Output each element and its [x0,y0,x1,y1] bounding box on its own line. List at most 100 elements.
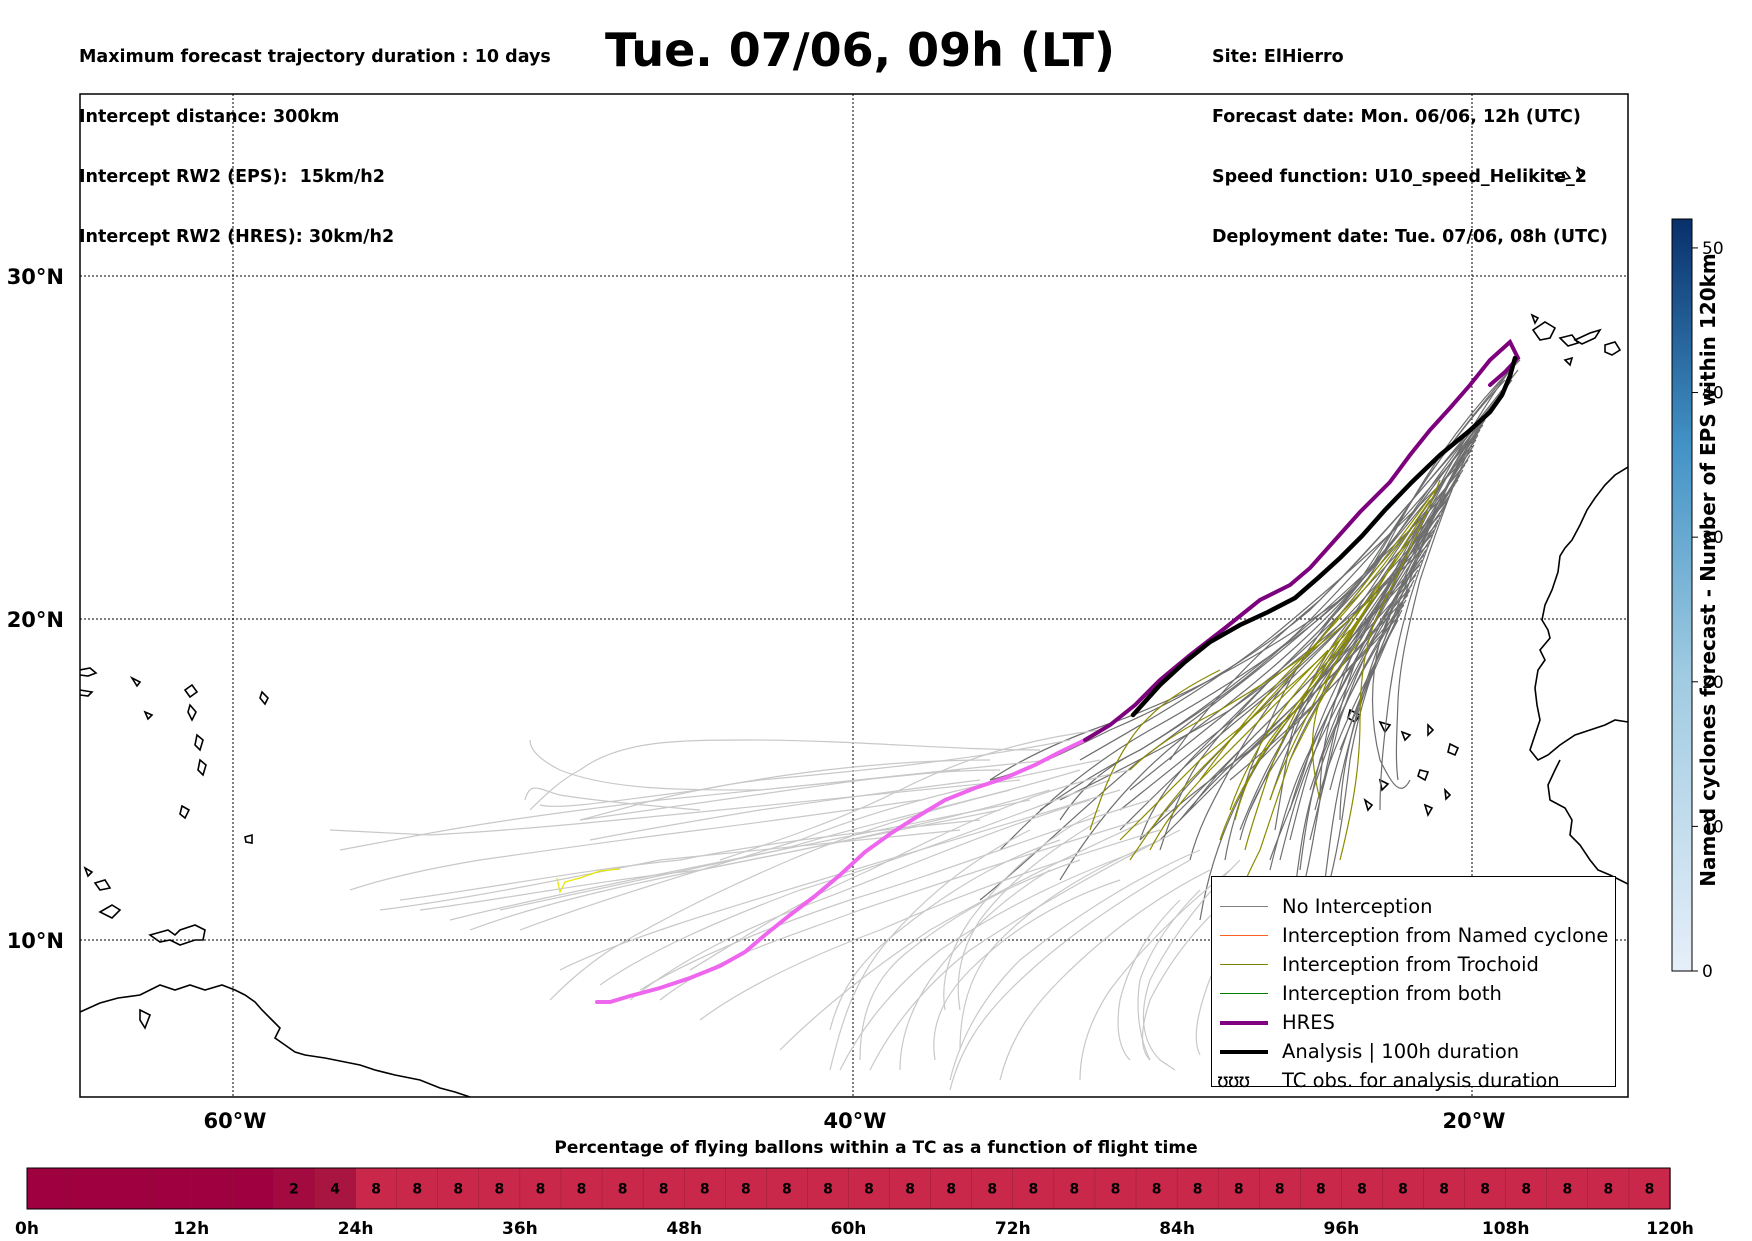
time-bar-cell-label: 8 [1070,1182,1080,1198]
lat-axis-labels: 30°N 20°N 10°N [7,265,64,953]
legend-swatch [1220,964,1268,965]
time-bar-cell-label: 8 [1521,1182,1531,1198]
legend: No Interception Interception from Named … [1211,876,1616,1092]
time-bar-title: Percentage of flying ballons within a TC… [554,1138,1198,1158]
colorbar-tick-label: 40 [1702,384,1724,404]
info-left-line-1: Maximum forecast trajectory duration : 1… [79,47,551,67]
time-bar-cell-label: 8 [412,1182,422,1198]
time-bar-tick-label: 0h [15,1219,39,1239]
legend-item-both: Interception from both [1212,979,1502,1008]
legend-label: Interception from Trochoid [1282,953,1539,976]
time-bar-cell [766,1167,809,1210]
time-bar-cell [1053,1167,1096,1210]
info-left-line-2: Intercept distance: 300km [79,107,340,127]
info-right: Site: ElHierro Forecast date: Mon. 06/06… [1212,7,1608,267]
time-bar-cell-label: 8 [700,1182,710,1198]
analysis-trajectory [1130,355,1518,718]
time-bar-cell [150,1167,193,1210]
legend-swatch [1220,993,1268,994]
trajectory-yellow [556,868,621,894]
legend-label: Analysis | 100h duration [1282,1040,1520,1063]
trajectories-trochoid [1089,479,1441,921]
time-bar-cell [1546,1167,1589,1210]
time-bar-cell [191,1167,234,1210]
time-bar: 2 4 8 8 8 8 8 8 8 8 8 8 8 8 8 8 8 8 8 8 8 8 8 8 8 8 8 8 8 8 8 8 8 8 [26,1167,1671,1210]
time-bar-cell-label: 8 [987,1182,997,1198]
trajectories-light [329,729,1301,1091]
time-bar-cell-label: 8 [1398,1182,1408,1198]
colorbar-tick-label: 20 [1702,673,1724,693]
time-bar-cell-label: 4 [330,1182,340,1198]
legend-item-analysis: Analysis | 100h duration [1212,1037,1519,1066]
time-bar-cell-label: 8 [1645,1182,1655,1198]
time-bar-cell [1464,1167,1507,1210]
time-bar-cell [355,1167,398,1210]
lon-label-60w: 60°W [204,1109,267,1133]
info-right-line-1: Site: ElHierro [1212,47,1344,67]
time-bar-cell [1423,1167,1466,1210]
time-bar-cell-label: 8 [577,1182,587,1198]
time-bar-cell-label: 8 [371,1182,381,1198]
time-bar-cell-label: 8 [1439,1182,1449,1198]
time-bar-tick-label: 84h [1159,1219,1195,1239]
time-bar-cell-label: 8 [618,1182,628,1198]
info-left: Maximum forecast trajectory duration : 1… [79,7,551,267]
legend-item-named-cyclone: Interception from Named cyclone [1212,921,1608,950]
time-bar-cell [519,1167,562,1210]
colorbar: 0 10 20 30 40 50 [1671,218,1724,982]
time-bar-cell [108,1167,151,1210]
lon-axis-labels: 60°W 40°W 20°W [204,1109,1506,1133]
legend-label: No Interception [1282,895,1433,918]
time-bar-cell [642,1167,685,1210]
time-bar-cell-label: 8 [1357,1182,1367,1198]
trajectories-no-interception [979,359,1521,921]
time-bar-cell-label: 8 [1234,1182,1244,1198]
time-bar-cell-label: 8 [864,1182,874,1198]
legend-label: Interception from Named cyclone [1282,924,1609,947]
time-bar-cell-label: 8 [1275,1182,1285,1198]
time-bar-cell [1505,1167,1548,1210]
time-bar-cell [725,1167,768,1210]
colorbar-gradient [1671,218,1693,972]
time-bar-tick-label: 72h [995,1219,1031,1239]
time-bar-ticks: 0h 12h 24h 36h 48h 60h 72h 84h 96h 108h 120h [15,1219,1694,1239]
time-bar-tick-label: 96h [1324,1219,1360,1239]
legend-label: Interception from both [1282,982,1502,1005]
lat-label-10n: 10°N [7,929,64,953]
colorbar-ticks: 0 10 20 30 40 50 [1692,239,1724,982]
time-bar-cell [930,1167,973,1210]
info-right-line-3: Speed function: U10_speed_Helikite_2 [1212,167,1587,187]
info-left-line-4: Intercept RW2 (HRES): 30km/h2 [79,227,395,247]
time-bar-cell-label: 8 [536,1182,546,1198]
info-left-line-3: Intercept RW2 (EPS): 15km/h2 [79,167,385,187]
legend-swatch [1220,906,1268,907]
time-bar-cell [807,1167,850,1210]
time-bar-cell-label: 8 [741,1182,751,1198]
time-bar-cell [1628,1167,1671,1210]
time-bar-cell [1341,1167,1384,1210]
legend-item-tc-obs: ʊʊʊ TC obs. for analysis duration [1212,1066,1560,1095]
time-bar-cell-label: 8 [1604,1182,1614,1198]
hres-trajectory [595,738,1087,1004]
time-bar-cell [1012,1167,1055,1210]
time-bar-cell [684,1167,726,1210]
time-bar-cell-label: 8 [782,1182,792,1198]
time-bar-cell [437,1167,480,1210]
time-bar-cell-label: 8 [494,1182,504,1198]
colorbar-tick-label: 50 [1702,239,1724,259]
legend-swatch [1220,935,1268,936]
legend-label: TC obs. for analysis duration [1282,1069,1560,1092]
time-bar-tick-label: 24h [338,1219,374,1239]
time-bar-cell [478,1167,521,1210]
time-bar-cell-label: 8 [905,1182,915,1198]
time-bar-tick-label: 48h [666,1219,702,1239]
time-bar-cell [314,1167,357,1210]
tc-obs-symbol-icon: ʊʊʊ [1217,1069,1250,1092]
legend-swatch [1220,1020,1268,1025]
time-bar-cell-label: 8 [946,1182,956,1198]
time-bar-cell-label: 8 [1193,1182,1203,1198]
time-bar-cell [889,1167,932,1210]
time-bar-cell [560,1167,603,1210]
time-bar-tick-label: 36h [502,1219,538,1239]
time-bar-tick-label: 108h [1482,1219,1530,1239]
